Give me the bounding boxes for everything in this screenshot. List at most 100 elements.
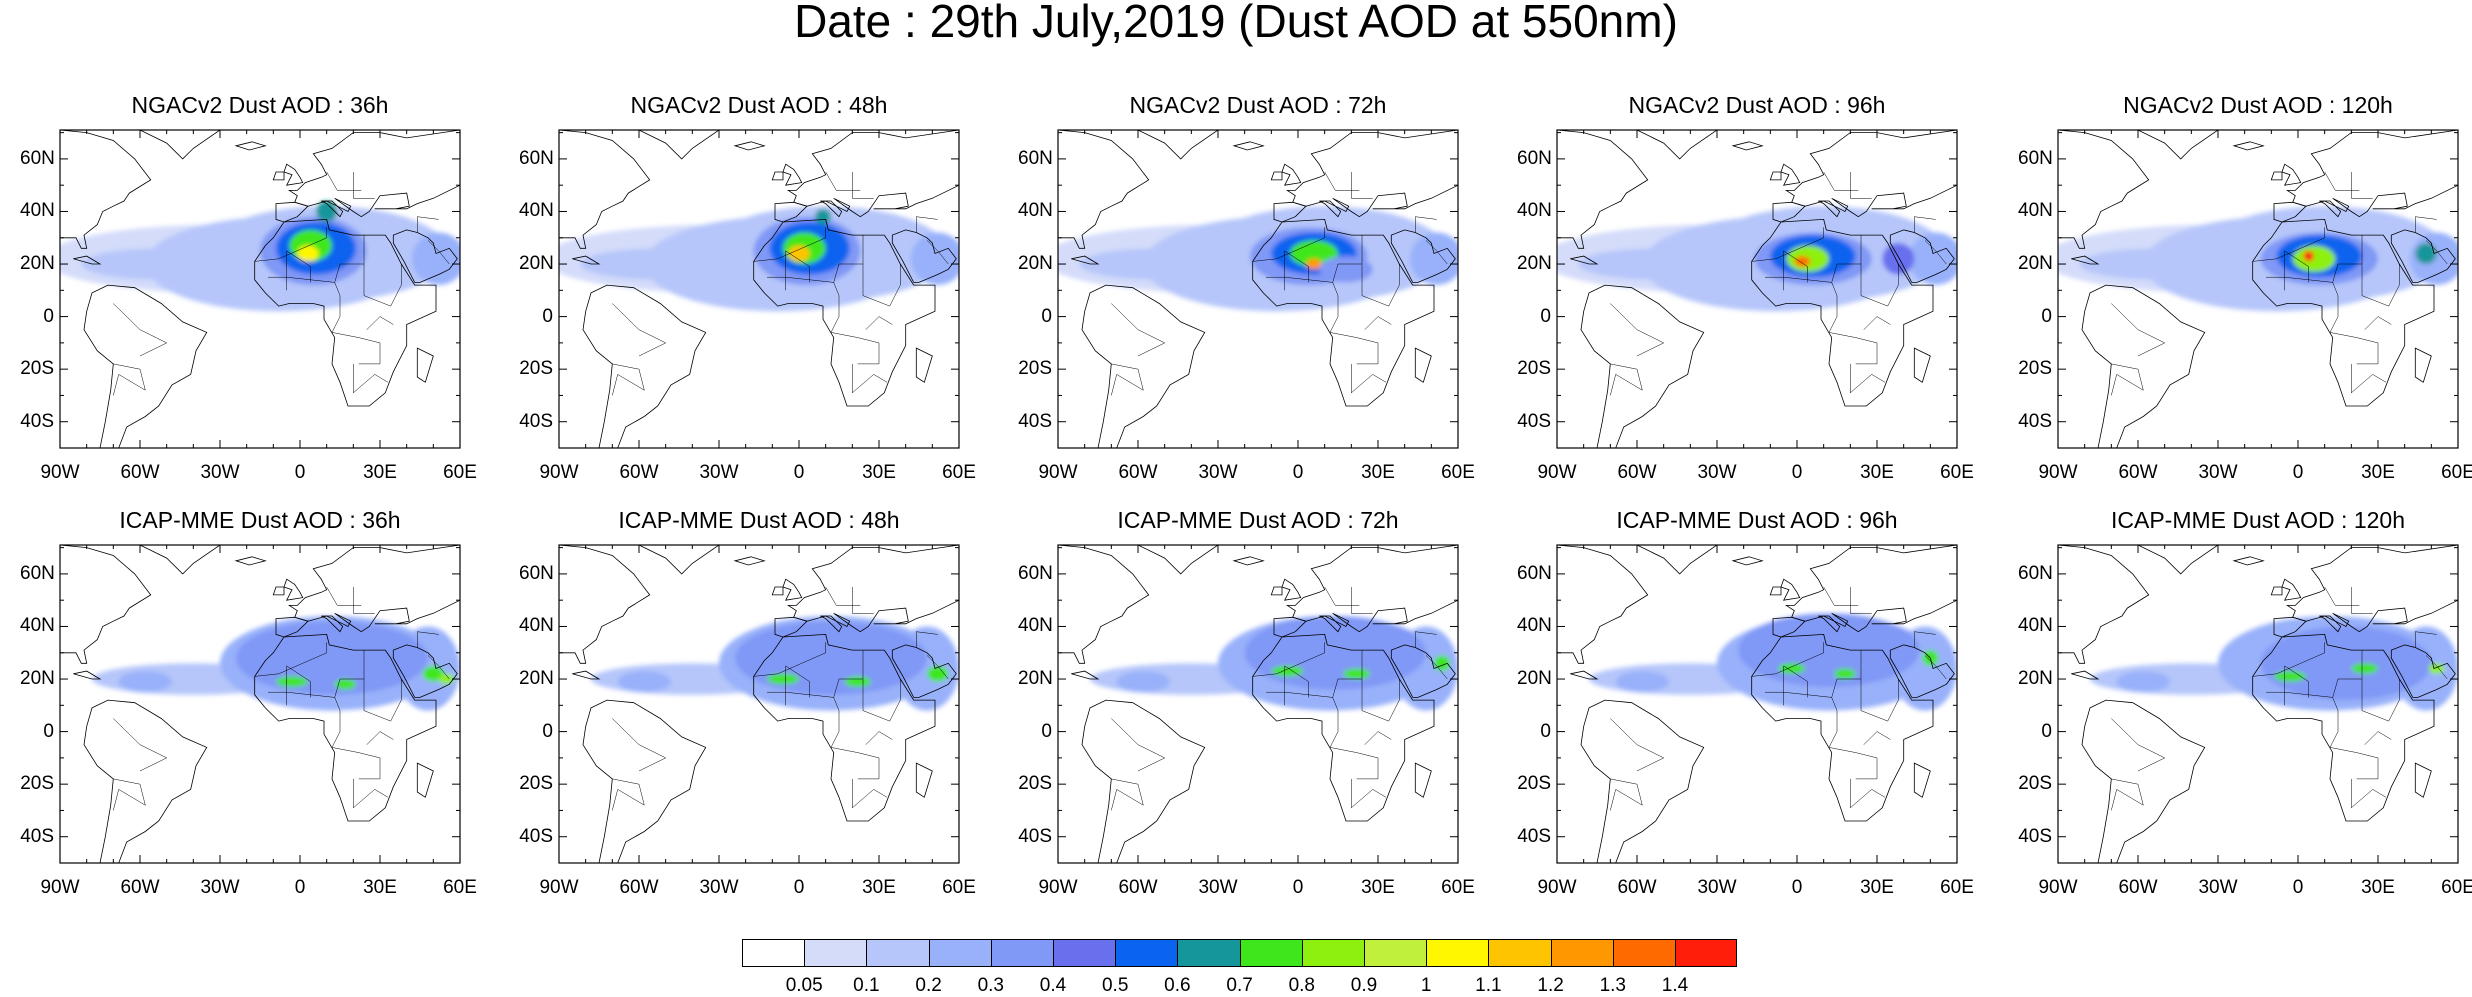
dust-contour [236, 621, 428, 695]
lat-tick-label: 20S [20, 358, 54, 380]
colorbar-label: 0.1 [853, 975, 880, 996]
colorbar-swatch [1115, 939, 1178, 967]
country-border [326, 586, 362, 606]
country-border [2111, 303, 2166, 357]
coastline-madagascar [2414, 762, 2432, 798]
coastline-southAmerica [582, 699, 707, 863]
dust-contour [1778, 663, 1805, 674]
dust-aod-map [558, 544, 960, 864]
panel-title: NGACv2 Dust AOD : 72h [1129, 92, 1387, 118]
country-border [753, 227, 826, 262]
map-frame [558, 544, 960, 864]
country-border [1351, 363, 1387, 394]
country-border [2284, 665, 2309, 706]
country-border [254, 642, 327, 677]
coastline-cuba [572, 670, 601, 680]
country-border [830, 697, 880, 780]
country-border [785, 250, 810, 291]
map-panel: NGACv2 Dust AOD : 36h 60N 40N 20N 0 20S 40S 90W… [20, 92, 477, 483]
lat-tick-label: 20N [20, 253, 55, 275]
lon-tick-label: 30E [862, 877, 896, 898]
colorbar-swatch [1426, 939, 1489, 967]
lat-tick-label: 20S [1018, 773, 1052, 795]
dust-contour [788, 245, 810, 262]
country-border [113, 303, 168, 357]
coastline-arabia [1889, 644, 1955, 698]
map-panel: ICAP-MME Dust AOD : 72h 60N 40N 20N 0 20S 40S 9… [1018, 507, 1475, 898]
country-border [1111, 303, 1166, 357]
lon-tick-label: 90W [1537, 462, 1577, 483]
country-border [830, 282, 880, 365]
lon-tick-label: 90W [40, 462, 80, 483]
dust-contour [2274, 671, 2306, 682]
coastline-madagascar [1913, 347, 1931, 383]
lon-tick-label: 60W [1118, 462, 1158, 483]
dust-contour [276, 676, 308, 687]
lat-tick-label: 20N [20, 668, 55, 690]
coastline-northAmerica [2058, 545, 2150, 664]
lon-tick-label: 90W [1038, 462, 1078, 483]
dust-contour [844, 676, 871, 687]
coastline-europe [1285, 545, 1458, 633]
lat-tick-label: 0 [43, 305, 54, 327]
country-border [1415, 631, 1437, 648]
coastline-britain [1281, 163, 1302, 186]
lat-tick-label: 20S [1517, 773, 1551, 795]
country-border [2415, 216, 2437, 233]
country-border [852, 363, 888, 394]
country-border [353, 363, 389, 394]
coastline-arabia [891, 229, 957, 283]
coastline-europe [786, 545, 959, 633]
coastline-africa [1252, 633, 1435, 822]
coastline-madagascar [1913, 762, 1931, 798]
map-frame [1556, 544, 1958, 864]
lon-tick-label: 90W [539, 462, 579, 483]
dust-contour [2303, 250, 2314, 262]
lon-tick-label: 60E [2441, 462, 2472, 483]
coastline-italy [321, 200, 344, 218]
country-border [2111, 778, 2144, 811]
coastline-southAmerica [2081, 284, 2206, 448]
country-border [2351, 172, 2373, 199]
map-frame [558, 129, 960, 449]
dust-aod-map [2057, 544, 2459, 864]
lon-tick-label: 30E [363, 877, 397, 898]
country-border [2252, 227, 2325, 262]
country-border [1823, 586, 1859, 606]
lon-tick-label: 90W [40, 877, 80, 898]
coastline-britain [782, 578, 803, 601]
coastline-southAmerica [1580, 284, 1705, 448]
coastline-ireland [2270, 586, 2283, 596]
lat-tick-label: 0 [1041, 720, 1052, 742]
country-border [1284, 250, 1309, 291]
map-panel: NGACv2 Dust AOD : 48h 60N 40N 20N 0 20S 40S 90W… [519, 92, 976, 483]
coastline-italy [820, 615, 843, 633]
country-border [2324, 586, 2360, 606]
country-border [1860, 264, 1899, 307]
coastline-cuba [1570, 255, 1599, 265]
country-border [366, 316, 394, 330]
lon-tick-label: 30E [2361, 877, 2395, 898]
country-border [366, 731, 394, 745]
coastline-cuba [73, 255, 102, 265]
coastlines [60, 545, 460, 863]
coastline-iceland [733, 141, 766, 151]
country-border [2111, 363, 2144, 396]
lon-tick-label: 30W [2198, 462, 2238, 483]
coastline-ireland [1769, 171, 1782, 181]
lon-tick-label: 60E [942, 462, 976, 483]
country-border [825, 171, 861, 191]
coastline-italy [820, 200, 843, 218]
coastline-greenland [2137, 130, 2219, 160]
dust-field [2090, 615, 2458, 711]
lat-tick-label: 0 [1540, 720, 1551, 742]
lon-tick-label: 30E [2361, 462, 2395, 483]
colorbar-label: 0.5 [1101, 975, 1129, 996]
country-border [862, 264, 901, 307]
lon-tick-label: 30W [1198, 877, 1238, 898]
country-border [612, 718, 667, 772]
coastline-greenland [638, 545, 720, 575]
country-border [1252, 227, 1325, 262]
lon-tick-label: 60E [443, 877, 477, 898]
coastline-britain [283, 163, 304, 186]
